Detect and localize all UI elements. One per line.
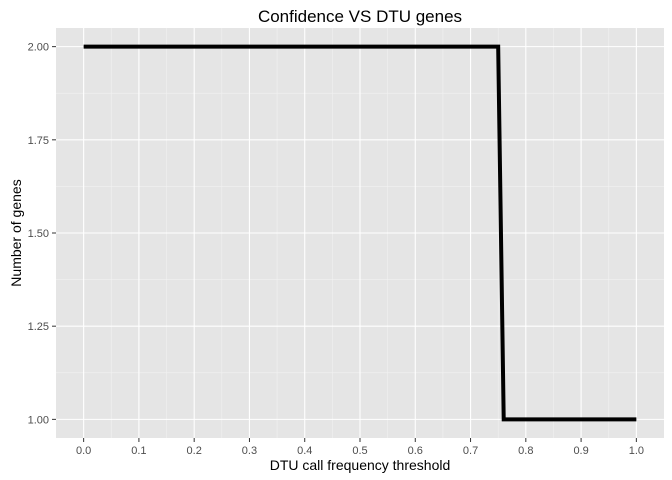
y-tick-label: 1.50 [28,228,49,240]
x-tick-label: 1.0 [629,445,644,457]
x-tick-label: 0.9 [573,445,588,457]
x-tick-label: 0.4 [297,445,312,457]
x-axis-ticks: 0.0 0.1 0.2 0.3 0.4 0.5 0.6 0.7 0.8 0.9 1.0 [76,438,644,457]
x-axis-title: DTU call frequency threshold [270,457,451,473]
y-tick-label: 1.00 [28,414,49,426]
x-tick-label: 0.6 [408,445,423,457]
x-tick-label: 0.8 [518,445,533,457]
x-tick-label: 0.7 [463,445,478,457]
y-tick-label: 1.25 [28,321,49,333]
y-tick-label: 1.75 [28,135,49,147]
x-tick-label: 0.2 [187,445,202,457]
x-tick-label: 0.1 [131,445,146,457]
series-line-0 [83,44,637,422]
x-tick-label: 0.5 [352,445,367,457]
y-axis-title: Number of genes [8,179,24,286]
series-layer [83,44,637,422]
y-tick-label: 2.00 [28,42,49,54]
x-tick-label: 0.0 [76,445,91,457]
x-tick-label: 0.3 [242,445,257,457]
y-axis-ticks: 1.00 1.25 1.50 1.75 2.00 [28,42,56,426]
chart-title: Confidence VS DTU genes [258,7,462,26]
